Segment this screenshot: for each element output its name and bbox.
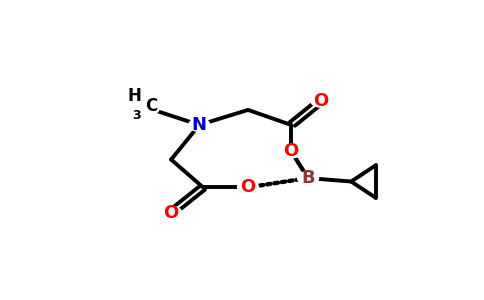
Text: O: O: [284, 142, 299, 160]
Circle shape: [311, 94, 332, 107]
Text: 3: 3: [133, 109, 141, 122]
Text: N: N: [192, 116, 207, 134]
Circle shape: [126, 96, 160, 117]
Text: O: O: [241, 178, 256, 196]
Text: O: O: [314, 92, 329, 110]
Circle shape: [238, 181, 258, 194]
Circle shape: [189, 118, 210, 131]
Circle shape: [281, 145, 302, 158]
Circle shape: [161, 206, 182, 219]
Text: B: B: [301, 169, 315, 187]
Text: O: O: [164, 204, 179, 222]
Text: C: C: [145, 98, 157, 116]
Text: H: H: [127, 87, 141, 105]
Circle shape: [298, 172, 318, 184]
